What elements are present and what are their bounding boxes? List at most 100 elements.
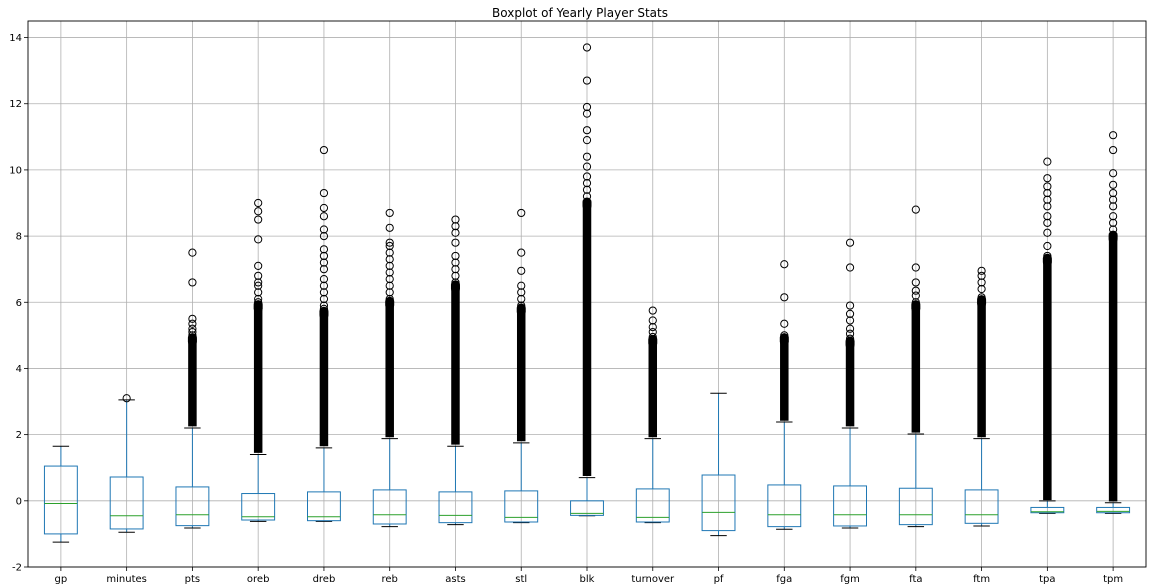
outlier-point [582,126,592,135]
box-fga [767,260,802,530]
outlier-point [319,301,329,310]
outlier-point [451,265,460,274]
outlier-point [582,162,592,171]
outlier-point [319,288,329,297]
outlier-point [911,278,920,287]
x-tick-label-stl: stl [515,574,527,585]
outlier-point [451,238,460,247]
box-reb [372,208,407,528]
outlier-point [780,331,789,340]
outlier-point [188,324,197,333]
outlier-point [188,327,197,337]
outlier-point [977,284,986,294]
outlier-point [517,281,526,290]
outlier-point [1109,212,1118,221]
outlier-point [254,281,263,290]
outlier-point [254,298,263,307]
outlier-point [385,268,394,277]
outlier-point [319,212,329,221]
outlier-point [319,275,329,284]
iqr-box [833,485,868,527]
x-tick-label-oreb: oreb [247,574,270,585]
x-tick-label-fgm: fgm [840,574,860,585]
outlier-point [977,271,986,280]
iqr-box [570,500,604,516]
outlier-point [780,319,789,328]
outlier-point [911,291,920,300]
outlier-point [1043,218,1052,227]
y-tick-label: 8 [16,232,22,243]
outlier-point [582,109,592,118]
outlier-point [1043,188,1052,198]
x-tick-label-ftm: ftm [973,574,990,585]
outlier-point [582,136,592,145]
outlier-point [845,238,855,247]
box-tpm [1096,131,1131,514]
outlier-point [517,294,526,304]
x-tick-label-fta: fta [909,574,922,585]
outlier-point [451,271,460,280]
axis-layer: -2 0 2 4 6 8 10 12 14 gp minutes pts oreb dreb reb asts… [9,20,1147,585]
box-dreb [307,145,341,522]
outlier-point [1043,251,1052,261]
outlier-point [1043,241,1052,251]
outlier-point [1043,195,1052,204]
x-tick-label-blk: blk [580,574,595,585]
x-tick-label-dreb: dreb [313,574,336,585]
y-tick-label: 4 [16,364,22,375]
iqr-box [307,491,341,522]
outlier-point [385,288,394,297]
box-oreb [241,198,276,522]
outlier-point [977,266,986,275]
iqr-box [1030,506,1065,514]
outlier-point [451,222,460,231]
iqr-box [898,487,933,526]
outlier-point [1043,157,1052,166]
outlier-point [385,294,394,304]
outlier-point [517,301,526,310]
outlier-point [911,263,920,272]
plot-frame [27,20,1147,568]
outlier-point [582,179,592,188]
outlier-point [911,205,920,214]
outlier-point [517,266,526,275]
x-tick-label-minutes: minutes [106,574,146,585]
outlier-point [582,185,592,194]
box-turnover [635,306,670,524]
box-stl [504,208,539,524]
outlier-point [385,275,394,284]
outlier-point [977,293,986,302]
outlier-point [977,278,986,287]
outlier-point [254,207,263,216]
iqr-box [175,486,210,527]
box-tpa [1030,157,1065,514]
outlier-point [385,238,394,247]
iqr-box [1096,506,1131,514]
x-tick-label-reb: reb [382,574,398,585]
outlier-point [254,278,263,287]
outlier-point [319,265,329,274]
iqr-box [964,489,999,524]
outlier-point [845,309,855,318]
outlier-point [845,301,855,310]
outlier-point [254,288,263,297]
box-fta [898,205,933,528]
outlier-point [319,258,329,267]
outlier-point [845,263,855,272]
outlier-point [451,258,460,267]
outlier-point [648,316,657,325]
outlier-point [780,260,789,269]
outlier-point [385,281,394,290]
iqr-box [504,490,539,523]
outlier-point [1109,131,1118,140]
outlier-point [1109,169,1118,178]
y-tick-label: 10 [9,165,22,176]
x-tick-label-tpa: tpa [1039,574,1055,585]
outlier-point [1043,174,1052,183]
outlier-point [1109,195,1118,204]
outlier-point [254,235,263,244]
x-tick-label-turnover: turnover [631,574,675,585]
outlier-point [1043,212,1052,221]
iqr-box [241,493,276,521]
